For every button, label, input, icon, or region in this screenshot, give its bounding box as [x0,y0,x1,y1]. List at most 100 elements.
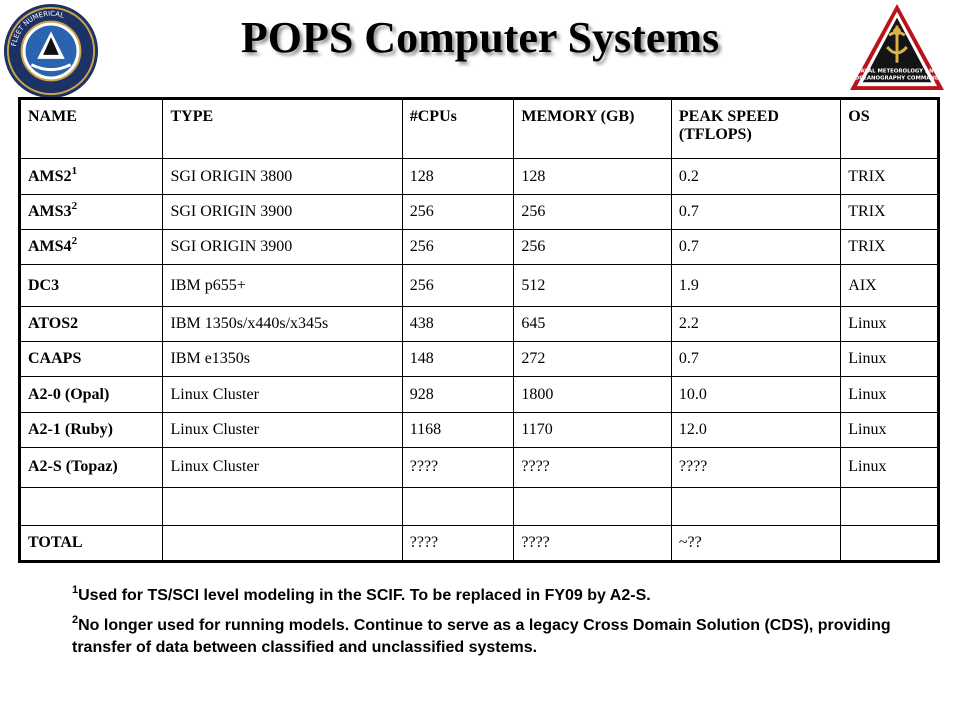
header-speed: PEAK SPEED (TFLOPS) [670,98,842,159]
cell-cpus: 148 [401,341,515,378]
footnote-2-text: No longer used for running models. Conti… [72,617,891,656]
cell-cpus: 256 [401,194,515,231]
system-name: ATOS2 [28,315,79,333]
total-row: TOTAL ???????? ~?? [18,524,939,563]
cell-speed: 0.7 [670,194,842,231]
footnote-marker: 2 [71,235,78,248]
cell-speed: 0.2 [670,157,842,196]
cell-os: Linux [840,446,939,488]
cell-type: Linux Cluster [162,446,403,488]
cell-type: SGI ORIGIN 3800 [162,157,403,196]
total-type [162,524,403,563]
cell-speed: 1.9 [670,264,842,308]
cell-name: ATOS2 [18,306,164,343]
cell-memory: 645 [513,306,672,343]
cell-cpus: ???? [401,446,515,488]
cell-memory: 256 [513,194,672,231]
table-row: ATOS2 IBM 1350s/x440s/x345s 438 645 2.2 Linux [18,306,939,343]
cell-cpus: 256 [401,264,515,308]
cell-name: A2-1 (Ruby) [18,411,164,448]
total-memory: ???? [513,524,672,563]
fnmoc-seal-logo: FLEET NUMERICAL [3,3,99,99]
header-row: NAME TYPE #CPUs MEMORY (GB) PEAK SPEED (… [18,98,939,159]
cell-speed: 0.7 [670,341,842,378]
cell-name: A2-0 (Opal) [18,376,164,413]
cell-type: IBM 1350s/x440s/x345s [162,306,403,343]
cell-speed [670,486,842,526]
system-name: AMS2 [28,167,72,185]
footnote-marker: 2 [71,200,78,213]
cell-type: Linux Cluster [162,376,403,413]
cell-type: IBM p655+ [162,264,403,308]
header-type: TYPE [162,98,403,159]
cell-name: AMS32 [18,194,164,231]
table-row: AMS21 SGI ORIGIN 3800 128 128 0.2 TRIX [18,157,939,196]
cell-speed: 2.2 [670,306,842,343]
table-row: A2-0 (Opal) Linux Cluster 928 1800 10.0 Linux [18,376,939,413]
logo-text-line1: NAVAL METEOROLOGY AND [856,68,939,74]
cell-memory: 128 [513,157,672,196]
table-row: CAAPS IBM e1350s 148 272 0.7 Linux [18,341,939,378]
cell-os: TRIX [840,157,939,196]
cell-type: IBM e1350s [162,341,403,378]
footnotes: 1Used for TS/SCI level modeling in the S… [72,585,932,667]
cell-memory: 1800 [513,376,672,413]
table-row: DC3 IBM p655+ 256 512 1.9 AIX [18,264,939,308]
cell-name: CAAPS [18,341,164,378]
navmetoccom-logo: NAVAL METEOROLOGY AND OCEANOGRAPHY COMMA… [850,3,944,91]
footnote-1: 1Used for TS/SCI level modeling in the S… [72,585,932,607]
table-row: AMS42 SGI ORIGIN 3900 256 256 0.7 TRIX [18,229,939,266]
cell-memory: 256 [513,229,672,266]
cell-os: Linux [840,306,939,343]
cell-cpus [401,486,515,526]
system-name: A2-0 (Opal) [28,385,110,403]
cell-os: TRIX [840,229,939,266]
header-os: OS [840,98,939,159]
table-row: AMS32 SGI ORIGIN 3900 256 256 0.7 TRIX [18,194,939,231]
cell-cpus: 256 [401,229,515,266]
cell-speed: ???? [670,446,842,488]
cell-name: DC3 [18,264,164,308]
cell-memory [513,486,672,526]
cell-os: Linux [840,341,939,378]
footnote-1-text: Used for TS/SCI level modeling in the SC… [78,587,651,604]
cell-type: SGI ORIGIN 3900 [162,229,403,266]
system-name: DC3 [28,276,60,294]
cell-name [18,486,164,526]
page-title: POPS Computer Systems [240,13,720,62]
footnote-2: 2No longer used for running models. Cont… [72,615,932,659]
systems-table: NAME TYPE #CPUs MEMORY (GB) PEAK SPEED (… [18,97,940,563]
cell-memory: ???? [513,446,672,488]
total-name: TOTAL [18,524,164,563]
cell-speed: 10.0 [670,376,842,413]
cell-cpus: 928 [401,376,515,413]
footnote-2-marker: 2 [72,614,79,626]
cell-os: Linux [840,411,939,448]
total-os [840,524,939,563]
cell-type: SGI ORIGIN 3900 [162,194,403,231]
cell-type [162,486,403,526]
footnote-marker: 1 [71,164,78,177]
header-cpus: #CPUs [401,98,515,159]
cell-type: Linux Cluster [162,411,403,448]
cell-os [840,486,939,526]
cell-name: AMS21 [18,157,164,196]
cell-memory: 272 [513,341,672,378]
cell-cpus: 1168 [401,411,515,448]
header-name: NAME [18,98,164,159]
table-row: A2-1 (Ruby) Linux Cluster 1168 1170 12.0 Linu… [18,411,939,448]
total-cpus: ???? [401,524,515,563]
footnote-1-marker: 1 [72,584,79,596]
cell-os: TRIX [840,194,939,231]
system-name: A2-S (Topaz) [28,458,118,476]
cell-os: AIX [840,264,939,308]
logo-text-line2: OCEANOGRAPHY COMMAND [855,75,940,81]
cell-memory: 1170 [513,411,672,448]
table-row: A2-S (Topaz) Linux Cluster???????????? Lin… [18,446,939,488]
cell-name: AMS42 [18,229,164,266]
cell-cpus: 128 [401,157,515,196]
system-name: AMS4 [28,238,72,256]
total-speed: ~?? [670,524,842,563]
cell-memory: 512 [513,264,672,308]
header-memory: MEMORY (GB) [513,98,672,159]
